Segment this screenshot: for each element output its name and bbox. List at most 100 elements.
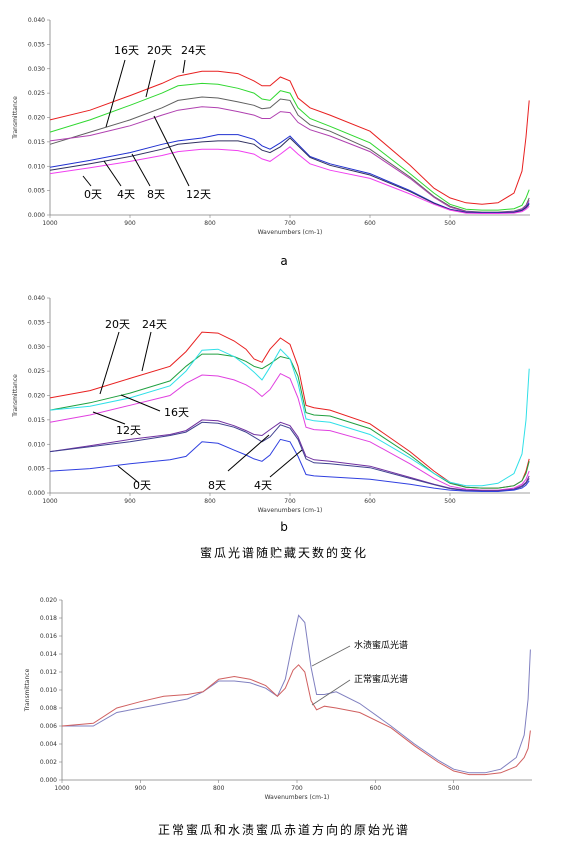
x-tick-label: 500 [444, 498, 456, 505]
annot-8d: 8天 [147, 188, 165, 201]
series-line-5 [49, 137, 530, 214]
annot-20d: 20天 [147, 44, 172, 57]
panel-b-label: b [280, 520, 288, 534]
x-tick-label: 600 [364, 220, 376, 227]
series-line-0 [49, 70, 530, 205]
leader-normal [311, 679, 351, 706]
y-tick-label: 0.018 [40, 615, 57, 622]
annot-normal: 正常蜜瓜光谱 [354, 673, 408, 685]
y-tick-label: 0.002 [40, 759, 57, 766]
y-tick-label: 0.035 [28, 319, 45, 326]
annot-8d: 8天 [208, 479, 226, 492]
leader-0d [117, 465, 140, 484]
x-tick-label: 700 [284, 220, 296, 227]
leader-4d [269, 449, 303, 478]
y-tick-label: 0.000 [28, 212, 45, 219]
chart-c: 0.000 0.002 0.004 0.006 0.008 0.010 0.012 0.014… [24, 597, 532, 801]
x-tick-label: 700 [291, 785, 303, 792]
leader-0d [82, 175, 92, 187]
x-tick-label: 600 [370, 785, 382, 792]
x-tick-label: 800 [204, 498, 216, 505]
leader-8d [131, 153, 151, 187]
series-line-2 [49, 348, 530, 487]
y-tick-label: 0.020 [40, 597, 57, 604]
y-axis-label: Transmittance [12, 374, 19, 418]
annot-4d: 4天 [117, 188, 135, 201]
leader-16d [120, 394, 161, 412]
series-line-6 [49, 146, 530, 214]
y-tick-label: 0.014 [40, 651, 57, 658]
y-tick-label: 0.030 [28, 344, 45, 351]
y-tick-label: 0.040 [28, 295, 45, 302]
leader-12d [92, 411, 126, 425]
y-tick-label: 0.025 [28, 368, 45, 375]
x-tick-label: 500 [444, 220, 456, 227]
y-tick-label: 0.010 [40, 687, 57, 694]
y-tick-label: 0.010 [28, 163, 45, 170]
y-tick-label: 0.040 [28, 17, 45, 24]
leader-24d [182, 59, 186, 74]
y-tick-label: 0.025 [28, 90, 45, 97]
leader-24d [141, 331, 152, 372]
caption-storage-days: 蜜瓜光谱随贮藏天数的变化 [199, 546, 368, 560]
leader-12d [153, 115, 190, 187]
y-tick-label: 0.000 [28, 490, 45, 497]
x-tick-label: 1000 [42, 220, 57, 227]
annot-0d: 0天 [133, 479, 151, 492]
y-tick-label: 0.004 [40, 741, 57, 748]
series-line-1 [49, 353, 530, 489]
x-tick-label: 1000 [42, 498, 57, 505]
y-tick-label: 0.012 [40, 669, 57, 676]
y-tick-label: 0.030 [28, 66, 45, 73]
x-tick-label: 800 [213, 785, 225, 792]
y-tick-label: 0.016 [40, 633, 57, 640]
y-tick-label: 0.015 [28, 417, 45, 424]
leader-waterlogged [311, 645, 351, 667]
series-line-1 [49, 82, 530, 211]
y-tick-label: 0.020 [28, 115, 45, 122]
y-tick-label: 0.005 [28, 188, 45, 195]
y-tick-label: 0.015 [28, 139, 45, 146]
y-tick-label: 0.006 [40, 723, 57, 730]
series-line-0 [62, 614, 531, 774]
y-tick-label: 0.035 [28, 41, 45, 48]
annot-0d: 0天 [84, 188, 102, 201]
chart-a: 0.000 0.005 0.010 0.015 0.020 0.025 0.030 0.035… [12, 17, 530, 236]
annot-24d: 24天 [142, 318, 167, 331]
x-tick-label: 1000 [54, 785, 69, 792]
y-tick-label: 0.005 [28, 466, 45, 473]
y-tick-label: 0.000 [40, 777, 57, 784]
y-tick-label: 0.008 [40, 705, 57, 712]
x-tick-label: 600 [364, 498, 376, 505]
annot-12d: 12天 [116, 424, 141, 437]
x-tick-label: 500 [448, 785, 460, 792]
series-line-1 [61, 664, 531, 776]
x-tick-label: 900 [135, 785, 147, 792]
panel-a-label: a [280, 254, 288, 268]
leader-8d [227, 434, 270, 472]
caption-equator-spectra: 正常蜜瓜和水渍蜜瓜赤道方向的原始光谱 [157, 823, 410, 837]
annot-12d: 12天 [186, 188, 211, 201]
annot-16d: 16天 [114, 44, 139, 57]
annot-16d: 16天 [164, 406, 189, 419]
leader-4d [103, 160, 122, 187]
leader-20d [145, 59, 156, 98]
annot-24d: 24天 [181, 44, 206, 57]
x-tick-label: 800 [204, 220, 216, 227]
annot-20d: 20天 [105, 318, 130, 331]
annot-4d: 4天 [254, 479, 272, 492]
leader-16d [105, 59, 126, 128]
chart-b: 0.000 0.005 0.010 0.015 0.020 0.025 0.030 0.035… [12, 295, 530, 514]
y-tick-label: 0.020 [28, 393, 45, 400]
x-tick-label: 700 [284, 498, 296, 505]
x-axis-label: Wavenumbers (cm-1) [258, 507, 323, 514]
annot-waterlogged: 水渍蜜瓜光谱 [354, 639, 408, 651]
x-tick-label: 900 [124, 220, 136, 227]
x-axis-label: Wavenumbers (cm-1) [258, 229, 323, 236]
x-tick-label: 900 [124, 498, 136, 505]
y-tick-label: 0.010 [28, 441, 45, 448]
x-axis-label: Wavenumbers (cm-1) [265, 794, 330, 801]
y-axis-label: Transmittance [24, 668, 31, 712]
leader-20d [99, 331, 120, 395]
series-line-6 [49, 438, 530, 492]
